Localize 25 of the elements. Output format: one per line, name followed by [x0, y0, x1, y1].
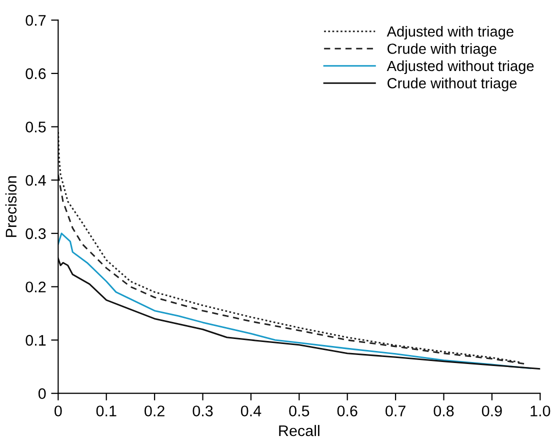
- x-axis-title: Recall: [279, 424, 320, 436]
- y-tick-label: 0.3: [26, 228, 46, 240]
- y-tick-label: 0.7: [26, 14, 46, 26]
- x-tick-label: 0.4: [240, 406, 262, 416]
- x-tick-label: 0.6: [337, 406, 358, 416]
- y-tick-label: 0.2: [26, 282, 46, 292]
- y-tick-label: 0: [38, 388, 46, 400]
- x-tick-label: 0.3: [192, 406, 213, 416]
- y-axis-title: Precision: [5, 176, 17, 237]
- x-tick-label: 1.0: [530, 406, 550, 416]
- x-tick-label: 0: [54, 406, 62, 416]
- x-tick-label: 0.7: [386, 406, 406, 416]
- x-tick-label: 0.1: [96, 406, 116, 416]
- legend-label: Crude without triage: [388, 78, 517, 92]
- y-tick-label: 0.4: [26, 174, 46, 186]
- x-tick-label: 0.9: [482, 406, 502, 416]
- legend-label: Crude with triage: [388, 43, 496, 57]
- legend-label: Adjusted with triage: [386, 26, 514, 40]
- y-tick-label: 0.1: [26, 334, 46, 346]
- x-tick-label: 0.2: [144, 406, 164, 416]
- y-tick-label: 0.6: [26, 68, 46, 80]
- legend-label: Adjusted without triage: [386, 60, 534, 74]
- x-tick-label: 0.8: [434, 406, 454, 416]
- x-tick-label: 0.5: [289, 406, 310, 416]
- y-tick-label: 0.5: [26, 122, 46, 132]
